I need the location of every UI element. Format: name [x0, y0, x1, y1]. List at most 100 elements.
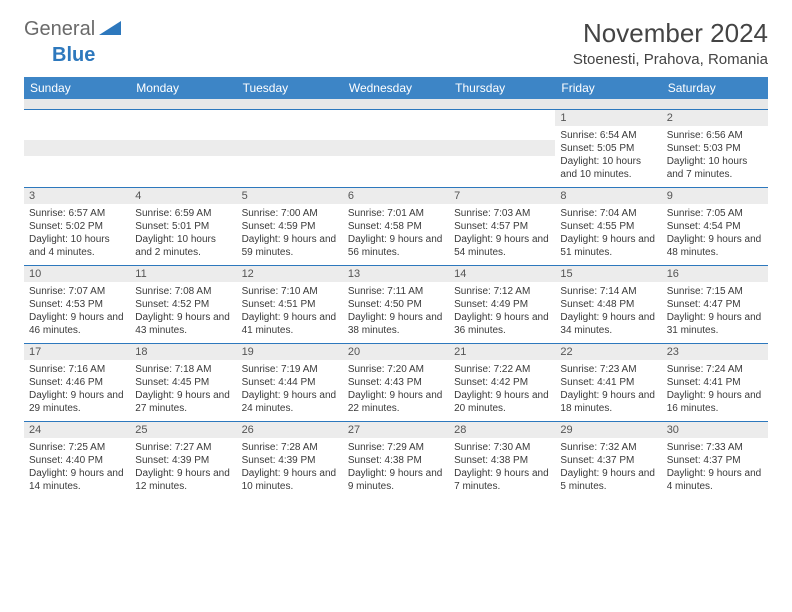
daylight-text: Daylight: 10 hours and 10 minutes. [560, 155, 656, 181]
day-number: 25 [130, 422, 236, 438]
day-details: Sunrise: 7:05 AMSunset: 4:54 PMDaylight:… [662, 204, 768, 265]
day-details: Sunrise: 7:04 AMSunset: 4:55 PMDaylight:… [555, 204, 661, 265]
day-number: 10 [24, 266, 130, 282]
sunset-text: Sunset: 4:50 PM [348, 298, 444, 311]
col-wednesday: Wednesday [343, 77, 449, 99]
sunset-text: Sunset: 4:39 PM [242, 454, 338, 467]
col-thursday: Thursday [449, 77, 555, 99]
daylight-text: Daylight: 9 hours and 16 minutes. [667, 389, 763, 415]
day-cell: 27Sunrise: 7:29 AMSunset: 4:38 PMDayligh… [343, 421, 449, 499]
sunrise-text: Sunrise: 7:04 AM [560, 207, 656, 220]
calendar-week-row: 24Sunrise: 7:25 AMSunset: 4:40 PMDayligh… [24, 421, 768, 499]
day-number: 21 [449, 344, 555, 360]
day-cell: 4Sunrise: 6:59 AMSunset: 5:01 PMDaylight… [130, 187, 236, 265]
sunset-text: Sunset: 4:47 PM [667, 298, 763, 311]
day-cell: 8Sunrise: 7:04 AMSunset: 4:55 PMDaylight… [555, 187, 661, 265]
spacer-row [24, 99, 768, 109]
sunset-text: Sunset: 4:40 PM [29, 454, 125, 467]
day-cell: 10Sunrise: 7:07 AMSunset: 4:53 PMDayligh… [24, 265, 130, 343]
sunset-text: Sunset: 4:37 PM [667, 454, 763, 467]
day-cell: 25Sunrise: 7:27 AMSunset: 4:39 PMDayligh… [130, 421, 236, 499]
sunrise-text: Sunrise: 7:15 AM [667, 285, 763, 298]
col-saturday: Saturday [662, 77, 768, 99]
day-cell: 24Sunrise: 7:25 AMSunset: 4:40 PMDayligh… [24, 421, 130, 499]
calendar-week-row: 17 Sunrise: 7:16 AMSunset: 4:46 PM Dayligh… [24, 343, 768, 421]
day-details: Sunrise: 7:14 AMSunset: 4:48 PMDaylight:… [555, 282, 661, 343]
logo-text-general: General [24, 18, 95, 41]
sunset-text: Sunset: 5:02 PM [29, 220, 125, 233]
day-cell: 28Sunrise: 7:30 AMSunset: 4:38 PMDayligh… [449, 421, 555, 499]
day-cell: 7Sunrise: 7:03 AMSunset: 4:57 PMDaylight… [449, 187, 555, 265]
day-details: Sunrise: 6:57 AMSunset: 5:02 PMDaylight:… [24, 204, 130, 265]
sunrise-text: Sunrise: 7:05 AM [667, 207, 763, 220]
day-number: 20 [343, 344, 449, 360]
sunrise-text: Sunrise: 7:01 AM [348, 207, 444, 220]
day-cell: 2Sunrise: 6:56 AMSunset: 5:03 PMDaylight… [662, 109, 768, 187]
empty-day-cell [449, 109, 555, 187]
day-details: Sunrise: 7:27 AMSunset: 4:39 PMDaylight:… [130, 438, 236, 499]
daylight-text: Daylight: 9 hours and 12 minutes. [135, 467, 231, 493]
daylight-text: Daylight: 9 hours and 20 minutes. [454, 389, 550, 415]
col-tuesday: Tuesday [237, 77, 343, 99]
day-number: 17 [24, 344, 130, 360]
day-cell: 21Sunrise: 7:22 AMSunset: 4:42 PMDayligh… [449, 343, 555, 421]
day-number: 15 [555, 266, 661, 282]
day-details: Sunrise: 7:10 AMSunset: 4:51 PMDaylight:… [237, 282, 343, 343]
day-cell: 11Sunrise: 7:08 AMSunset: 4:52 PMDayligh… [130, 265, 236, 343]
day-cell: 22Sunrise: 7:23 AMSunset: 4:41 PMDayligh… [555, 343, 661, 421]
sunset-text: Sunset: 4:58 PM [348, 220, 444, 233]
col-sunday: Sunday [24, 77, 130, 99]
sunset-text: Sunset: 4:42 PM [454, 376, 550, 389]
day-number: 16 [662, 266, 768, 282]
day-number: 24 [24, 422, 130, 438]
sunrise-text: Sunrise: 6:59 AM [135, 207, 231, 220]
sunrise-text: Sunrise: 7:16 AM [29, 363, 125, 376]
sunset-text: Sunset: 4:44 PM [242, 376, 338, 389]
sunrise-text: Sunrise: 7:03 AM [454, 207, 550, 220]
day-number: 14 [449, 266, 555, 282]
sunrise-text: Sunrise: 7:33 AM [667, 441, 763, 454]
day-number: 18 [130, 344, 236, 360]
sunset-text: Sunset: 4:38 PM [348, 454, 444, 467]
logo-text-blue: Blue [52, 44, 95, 66]
sunset-text: Sunset: 4:38 PM [454, 454, 550, 467]
day-details: Sunrise: 7:18 AMSunset: 4:45 PMDaylight:… [130, 360, 236, 421]
sunrise-text: Sunrise: 6:54 AM [560, 129, 656, 142]
daylight-text: Daylight: 9 hours and 7 minutes. [454, 467, 550, 493]
sunset-text: Sunset: 4:57 PM [454, 220, 550, 233]
sunset-text: Sunset: 4:55 PM [560, 220, 656, 233]
sunrise-text: Sunrise: 7:10 AM [242, 285, 338, 298]
empty-day-cell [237, 109, 343, 187]
day-number: 12 [237, 266, 343, 282]
sunset-text: Sunset: 4:41 PM [560, 376, 656, 389]
day-details: Sunrise: 7:24 AMSunset: 4:41 PMDaylight:… [662, 360, 768, 421]
daylight-text: Daylight: 9 hours and 31 minutes. [667, 311, 763, 337]
daylight-text: Daylight: 9 hours and 56 minutes. [348, 233, 444, 259]
day-number: 4 [130, 188, 236, 204]
daylight-text: Daylight: 9 hours and 51 minutes. [560, 233, 656, 259]
day-details: Sunrise: 7:01 AMSunset: 4:58 PMDaylight:… [343, 204, 449, 265]
day-details: Sunrise: 7:12 AMSunset: 4:49 PMDaylight:… [449, 282, 555, 343]
day-cell: 18Sunrise: 7:18 AMSunset: 4:45 PMDayligh… [130, 343, 236, 421]
day-number: 13 [343, 266, 449, 282]
empty-day-cell [130, 109, 236, 187]
day-number: 7 [449, 188, 555, 204]
day-details: Sunrise: 6:59 AMSunset: 5:01 PMDaylight:… [130, 204, 236, 265]
day-details: Sunrise: 7:07 AMSunset: 4:53 PMDaylight:… [24, 282, 130, 343]
calendar-header-row: Sunday Monday Tuesday Wednesday Thursday… [24, 77, 768, 99]
logo-triangle-icon [99, 19, 121, 40]
sunrise-text: Sunrise: 7:28 AM [242, 441, 338, 454]
sunset-text: Sunset: 4:48 PM [560, 298, 656, 311]
sunset-text: Sunset: 4:46 PM [29, 376, 125, 389]
day-details: Sunrise: 7:23 AMSunset: 4:41 PMDaylight:… [555, 360, 661, 421]
daylight-text: Daylight: 9 hours and 59 minutes. [242, 233, 338, 259]
calendar-body: 1Sunrise: 6:54 AMSunset: 5:05 PMDaylight… [24, 109, 768, 499]
day-cell: 5Sunrise: 7:00 AMSunset: 4:59 PMDaylight… [237, 187, 343, 265]
day-details: Sunrise: 7:00 AMSunset: 4:59 PMDaylight:… [237, 204, 343, 265]
sunrise-text: Sunrise: 7:18 AM [135, 363, 231, 376]
sunset-text: Sunset: 4:52 PM [135, 298, 231, 311]
day-number: 8 [555, 188, 661, 204]
day-cell: 13Sunrise: 7:11 AMSunset: 4:50 PMDayligh… [343, 265, 449, 343]
sunrise-text: Sunrise: 7:20 AM [348, 363, 444, 376]
day-cell: 17Sunrise: 7:16 AMSunset: 4:46 PMDayligh… [24, 343, 130, 421]
